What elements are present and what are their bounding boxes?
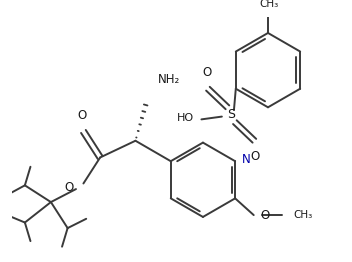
Text: CH₃: CH₃ xyxy=(294,210,313,220)
Text: HO: HO xyxy=(177,112,194,123)
Text: O: O xyxy=(251,150,260,163)
Text: S: S xyxy=(227,108,235,121)
Text: N: N xyxy=(241,153,250,166)
Text: O: O xyxy=(202,67,212,79)
Text: O: O xyxy=(77,109,86,122)
Text: CH₃: CH₃ xyxy=(259,0,278,9)
Text: NH₂: NH₂ xyxy=(158,73,180,86)
Text: O: O xyxy=(260,209,270,222)
Text: O: O xyxy=(65,181,74,194)
